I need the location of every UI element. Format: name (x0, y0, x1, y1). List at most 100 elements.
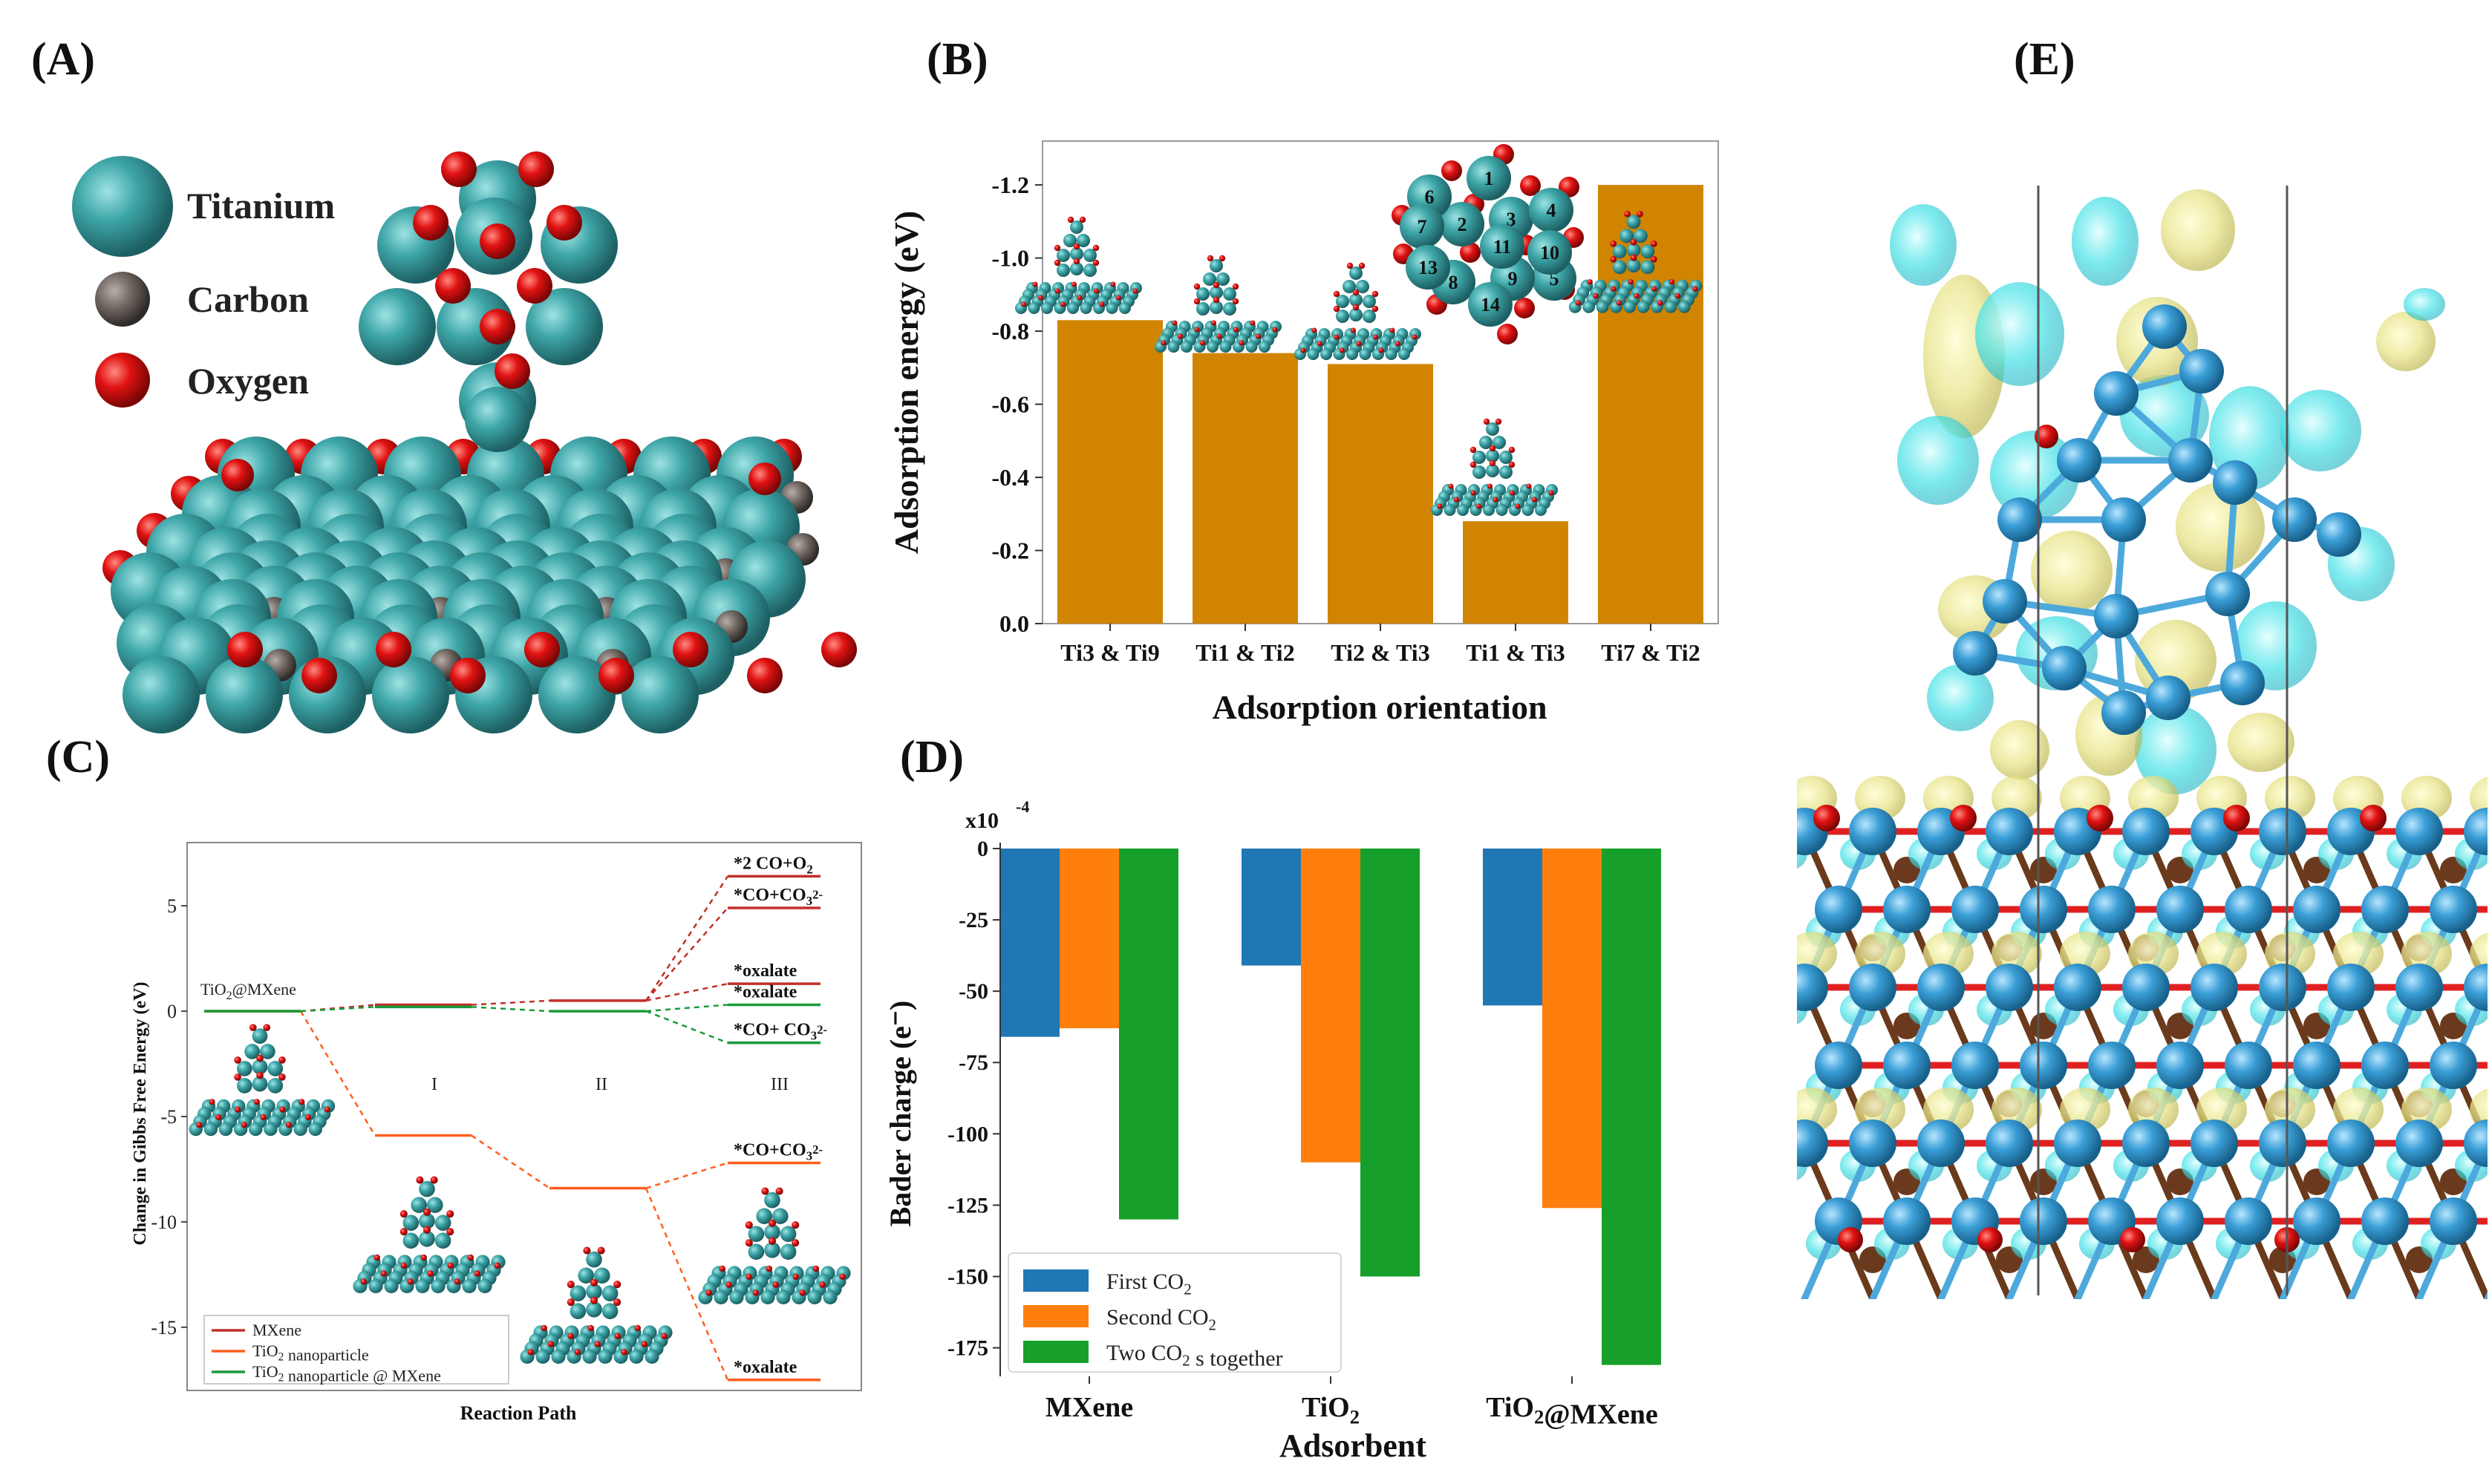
atom-ti (1440, 202, 1484, 246)
atom-ti (1997, 497, 2042, 542)
atom-o (1256, 333, 1261, 339)
charge-depletion-blob (1990, 431, 2079, 520)
atom-ti (2395, 808, 2443, 855)
atom-o (1651, 286, 1657, 292)
atom-o (1657, 300, 1663, 306)
atom-o (1634, 292, 1640, 299)
atom-o (839, 1273, 846, 1281)
atom-ti (780, 1243, 797, 1260)
atom-o (1211, 320, 1216, 326)
atom-o (467, 1254, 474, 1261)
atom-o (1389, 327, 1395, 333)
atom-ti (1637, 300, 1650, 313)
atom-o (1161, 340, 1167, 346)
connector-1-1 (299, 1010, 376, 1137)
atom-ti (2259, 1119, 2306, 1167)
atom-ti (2179, 349, 2224, 393)
atom-ti (1070, 247, 1083, 261)
atom-ti (2190, 964, 2238, 1011)
atom-o (454, 1278, 460, 1285)
atom-o (673, 632, 708, 667)
charge-depletion-blob (2072, 197, 2139, 286)
atom-ti (748, 1226, 765, 1242)
atom-o (719, 1265, 725, 1272)
atom-o (234, 1056, 241, 1064)
atom-o (1079, 216, 1086, 223)
panel-e-charge-density (1797, 186, 2488, 1299)
atom-o (480, 223, 515, 259)
charge-accumulation-blob (2161, 189, 2235, 271)
atom-ti (1951, 1042, 1999, 1089)
atom-o (1116, 295, 1121, 301)
panel-label-d: (D) (900, 732, 964, 782)
chart-c-ylabel: Change in Gibbs Free Energy (eV) (131, 982, 150, 1246)
atom-o (1630, 254, 1637, 261)
atom-o (1250, 320, 1256, 326)
atom-ti (2225, 1042, 2272, 1089)
atom-ti (1349, 308, 1363, 321)
atom-o (614, 1333, 621, 1340)
atom-ti (714, 1289, 728, 1304)
atom-ti (2122, 1119, 2170, 1167)
atom-o (1624, 210, 1631, 218)
atom-ti (594, 1267, 610, 1284)
yticklabel-b-6: -1.2 (991, 171, 1029, 198)
atom-ti (462, 1278, 477, 1293)
atom-ti (1472, 465, 1486, 479)
atom-ti (1499, 465, 1513, 479)
yticklabel-b-4: -0.8 (991, 318, 1029, 344)
atom-ti (1444, 504, 1456, 516)
final-connector-2-1 (645, 1010, 728, 1044)
atom-o (613, 1281, 622, 1289)
atom-ti (252, 1076, 268, 1092)
atom-ti (1067, 302, 1079, 314)
atom-o (360, 1278, 367, 1285)
atom-o (474, 1270, 480, 1277)
atom-ti (2156, 1197, 2204, 1245)
atom-ti (551, 1349, 566, 1364)
atom-ti (431, 1278, 446, 1293)
atom-ti (2225, 1197, 2272, 1245)
atom-o (1232, 283, 1239, 290)
atom-o (752, 1289, 759, 1296)
atom-ti (1640, 260, 1655, 275)
atom-o (1548, 490, 1554, 496)
atom-o (1054, 288, 1060, 294)
structure-c-2 (520, 1246, 673, 1364)
atom-ti (260, 1044, 275, 1059)
atom-ti (308, 1122, 322, 1137)
xticklabel-d-1: TiO2 (1302, 1392, 1360, 1428)
bar-b-2 (1328, 364, 1433, 624)
atom-o (1469, 461, 1477, 468)
atom-ti (2168, 438, 2213, 483)
atom-o (1340, 347, 1345, 353)
xticklabel-d-0: MXene (1045, 1392, 1133, 1423)
legend-titanium-label: Titanium (187, 185, 335, 226)
atom-ti (2430, 1042, 2477, 1089)
atom-ti (1486, 422, 1499, 436)
atom-ti (586, 1251, 602, 1268)
atom-ti (2122, 808, 2170, 855)
atom-o (768, 1219, 777, 1227)
atom-ti (434, 1232, 451, 1249)
atom-ti (2293, 1042, 2340, 1089)
atom-o (1489, 445, 1496, 452)
legend-d-swatch-2 (1023, 1341, 1089, 1363)
atom-ti (206, 656, 283, 733)
atom-ti (2020, 1197, 2067, 1245)
atom-ti (1953, 631, 1997, 676)
atom-ti (2156, 1042, 2204, 1089)
atom-o (1054, 259, 1061, 267)
atom-o (1333, 305, 1340, 313)
atom-ti (252, 1059, 268, 1075)
atom-ti (1986, 964, 2033, 1011)
atom-o (480, 309, 515, 344)
panel-b-chart: Ti3 & Ti9 Ti1 & Ti2 Ti2 & Ti3 Ti1 & Ti3 Ti7 … (887, 140, 1719, 726)
atom-o (634, 1324, 641, 1332)
atom-ti (1363, 310, 1376, 323)
final-label-0-0: *2 CO+O2 (734, 854, 813, 876)
atom-ti (1983, 579, 2027, 624)
atom-ti (1106, 302, 1118, 314)
atom-ti (1634, 229, 1648, 243)
atom-ti (419, 1213, 435, 1229)
